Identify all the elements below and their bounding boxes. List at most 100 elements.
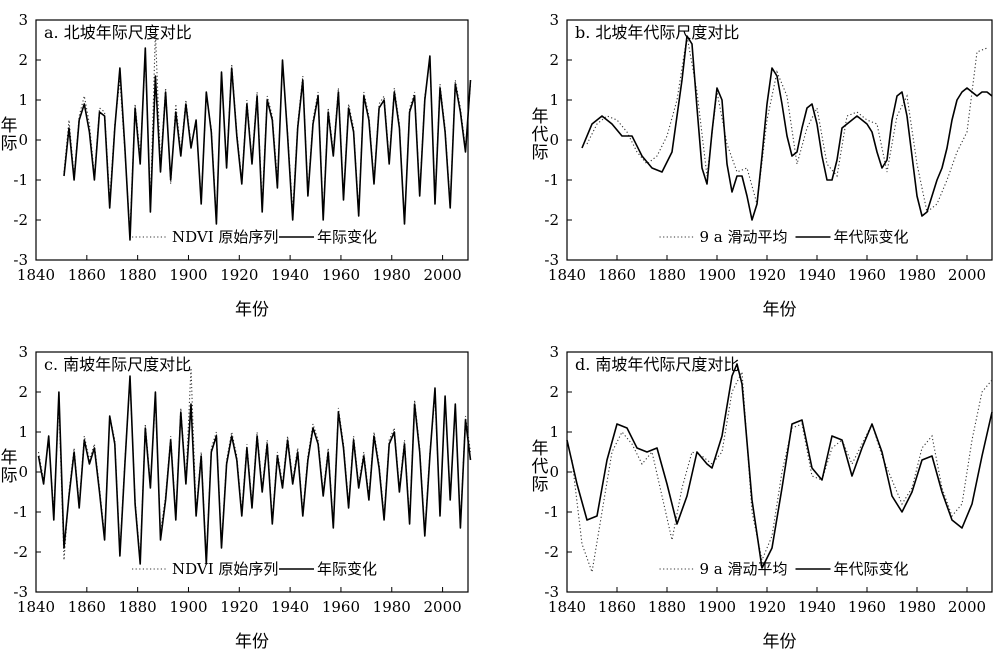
x-tick-label: 2000 bbox=[423, 266, 461, 284]
x-tick-label: 1840 bbox=[17, 598, 55, 616]
x-tick-label: 1960 bbox=[848, 598, 886, 616]
x-tick-label: 1860 bbox=[598, 598, 636, 616]
x-axis-title: 年份 bbox=[235, 632, 269, 652]
y-tick-label: -1 bbox=[544, 503, 559, 521]
x-tick-label: 1880 bbox=[119, 598, 157, 616]
x-tick-label: 1940 bbox=[271, 598, 309, 616]
plot-frame bbox=[35, 19, 469, 261]
x-tick-label: 1940 bbox=[798, 598, 836, 616]
series-line-solid bbox=[37, 375, 472, 565]
x-tick-label: 1860 bbox=[68, 266, 106, 284]
legend-label: NDVI 原始序列 bbox=[172, 228, 278, 246]
series-line-solid bbox=[63, 47, 472, 241]
x-tick-label: 1860 bbox=[68, 598, 106, 616]
y-tick-label: 2 bbox=[549, 51, 559, 69]
legend: 9 a 滑动平均 年代际变化 bbox=[659, 560, 909, 578]
x-tick-label: 1920 bbox=[220, 598, 258, 616]
x-tick-label: 1840 bbox=[548, 598, 586, 616]
series-line-solid bbox=[566, 363, 993, 569]
panel-title: c. 南坡年际尺度对比 bbox=[44, 355, 191, 374]
y-tick-label: -2 bbox=[13, 543, 28, 561]
x-tick-label: 1980 bbox=[898, 266, 936, 284]
y-tick-label: -3 bbox=[544, 583, 559, 601]
chart-panel-b: -3 -2 -1 0 1 2 3 1840 1860 1880 1900 1920 1940 1960 19… bbox=[532, 11, 993, 320]
y-axis-title: 年代际 bbox=[532, 439, 549, 495]
y-tick-label: 0 bbox=[549, 463, 559, 481]
y-tick-label: -2 bbox=[544, 543, 559, 561]
y-tick-label: -3 bbox=[13, 251, 28, 269]
y-tick-label: 1 bbox=[549, 423, 559, 441]
legend-label: NDVI 原始序列 bbox=[172, 560, 278, 578]
y-tick-label: 0 bbox=[18, 131, 28, 149]
x-tick-label: 2000 bbox=[948, 598, 986, 616]
y-tick-label: 3 bbox=[549, 11, 559, 29]
series-line-solid bbox=[581, 35, 993, 221]
legend: NDVI 原始序列 年际变化 bbox=[132, 560, 377, 578]
y-tick-label: 0 bbox=[549, 131, 559, 149]
plot-frame bbox=[35, 351, 469, 593]
x-tick-label: 1960 bbox=[848, 266, 886, 284]
y-tick-label: 2 bbox=[18, 383, 28, 401]
legend-label: 年代际变化 bbox=[834, 228, 909, 246]
x-tick-label: 1900 bbox=[698, 598, 736, 616]
x-tick-label: 2000 bbox=[423, 598, 461, 616]
y-tick-label: 0 bbox=[18, 463, 28, 481]
x-tick-label: 1880 bbox=[648, 266, 686, 284]
y-tick-label: -1 bbox=[13, 503, 28, 521]
legend-label: 9 a 滑动平均 bbox=[700, 228, 788, 246]
plot-frame bbox=[566, 19, 993, 261]
x-tick-label: 1960 bbox=[322, 266, 360, 284]
x-tick-label: 1980 bbox=[373, 598, 411, 616]
legend-label: 年际变化 bbox=[317, 228, 377, 246]
y-axis-title: 年代际 bbox=[532, 107, 549, 163]
series-line-dotted bbox=[586, 35, 988, 213]
x-tick-label: 1840 bbox=[548, 266, 586, 284]
y-tick-label: 1 bbox=[18, 91, 28, 109]
y-axis-title: 年际 bbox=[1, 116, 18, 154]
y-tick-label: 2 bbox=[549, 383, 559, 401]
plot-frame bbox=[566, 351, 993, 593]
y-tick-label: -1 bbox=[544, 171, 559, 189]
legend-label: 年际变化 bbox=[317, 560, 377, 578]
x-tick-label: 1980 bbox=[898, 598, 936, 616]
x-tick-label: 1880 bbox=[648, 598, 686, 616]
y-tick-label: -1 bbox=[13, 171, 28, 189]
x-tick-label: 1960 bbox=[322, 598, 360, 616]
series-line-dotted bbox=[63, 31, 472, 233]
y-tick-label: 3 bbox=[549, 343, 559, 361]
y-tick-label: 3 bbox=[18, 11, 28, 29]
x-axis-title: 年份 bbox=[763, 300, 797, 320]
chart-panel-d: -3 -2 -1 0 1 2 3 1840 1860 1880 1900 1920 1940 1960 19… bbox=[532, 343, 993, 652]
chart-panel-a: -3 -2 -1 0 1 2 3 1840 1860 1880 1900 1920 1940 1960 19… bbox=[1, 11, 472, 320]
legend: 9 a 滑动平均 年代际变化 bbox=[659, 228, 909, 246]
chart-panel-c: -3 -2 -1 0 1 2 3 1840 1860 1880 1900 1920 1940 1960 19… bbox=[1, 343, 472, 652]
x-tick-label: 1900 bbox=[169, 598, 207, 616]
y-axis-title: 年际 bbox=[1, 448, 18, 486]
x-tick-label: 1920 bbox=[220, 266, 258, 284]
y-tick-label: -2 bbox=[544, 211, 559, 229]
y-tick-label: 1 bbox=[18, 423, 28, 441]
panel-title: a. 北坡年际尺度对比 bbox=[44, 23, 192, 42]
panel-title: d. 南坡年代际尺度对比 bbox=[575, 355, 739, 374]
x-axis-title: 年份 bbox=[763, 632, 797, 652]
x-tick-label: 1940 bbox=[798, 266, 836, 284]
x-tick-label: 1920 bbox=[748, 598, 786, 616]
x-tick-label: 1900 bbox=[698, 266, 736, 284]
y-tick-label: -3 bbox=[13, 583, 28, 601]
x-tick-label: 1920 bbox=[748, 266, 786, 284]
x-tick-label: 1940 bbox=[271, 266, 309, 284]
y-tick-label: 1 bbox=[549, 91, 559, 109]
x-tick-label: 1840 bbox=[17, 266, 55, 284]
series-line-dotted bbox=[571, 369, 993, 575]
legend: NDVI 原始序列 年际变化 bbox=[132, 228, 377, 246]
x-tick-label: 1900 bbox=[169, 266, 207, 284]
y-tick-label: -3 bbox=[544, 251, 559, 269]
x-axis-title: 年份 bbox=[235, 300, 269, 320]
x-tick-label: 2000 bbox=[948, 266, 986, 284]
legend-label: 9 a 滑动平均 bbox=[700, 560, 788, 578]
y-tick-label: -2 bbox=[13, 211, 28, 229]
y-tick-label: 2 bbox=[18, 51, 28, 69]
x-tick-label: 1880 bbox=[119, 266, 157, 284]
x-tick-label: 1860 bbox=[598, 266, 636, 284]
